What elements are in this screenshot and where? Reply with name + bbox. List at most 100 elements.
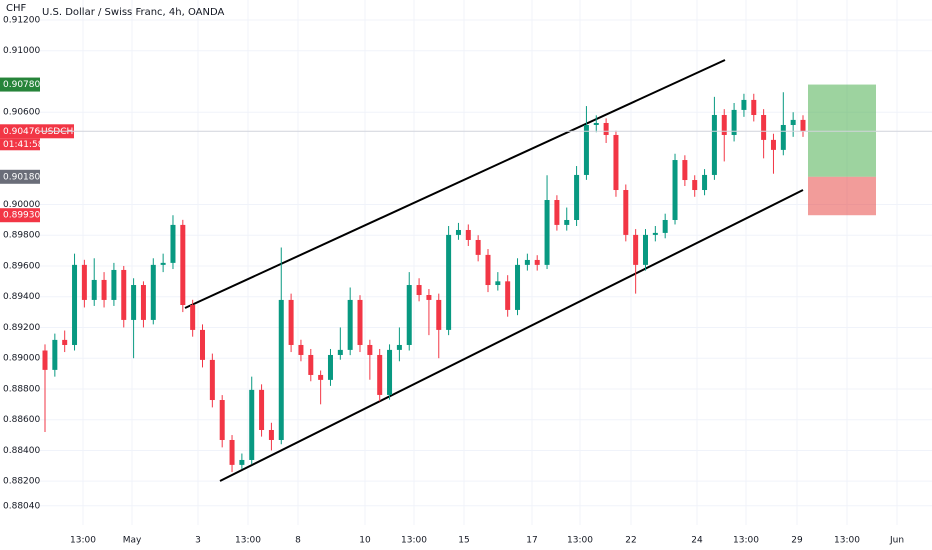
candle-body: [544, 200, 550, 265]
candle-body: [524, 259, 530, 265]
candle-body: [662, 219, 668, 233]
candles: [42, 92, 806, 472]
candle-body: [741, 99, 747, 110]
candle-body: [613, 134, 619, 191]
candle-body: [505, 281, 511, 310]
x-tick-label: 24: [691, 536, 703, 546]
candle-body: [229, 439, 235, 465]
countdown-label: 01:41:58: [3, 140, 44, 150]
candle-body: [574, 174, 580, 220]
drawings: [184, 59, 804, 482]
current-price-badge: [0, 124, 74, 139]
candle-body: [259, 389, 265, 430]
candle-body: [751, 99, 757, 115]
candle-body: [308, 354, 314, 375]
channel-lower: [219, 189, 804, 482]
candle-body: [131, 285, 137, 320]
candle-body: [190, 305, 196, 330]
candle-body: [593, 122, 599, 125]
y-tick-label: 0.90600: [3, 108, 40, 118]
countdown-badge: [0, 138, 40, 151]
candle-body: [406, 285, 412, 345]
price-badge-label: 0.89930: [3, 211, 40, 221]
candle-body: [52, 339, 58, 370]
candle-body: [682, 160, 688, 181]
candle-body: [603, 122, 609, 135]
candle-body: [249, 389, 255, 460]
candle-body: [652, 232, 658, 235]
x-tick-label: Jun: [889, 536, 904, 546]
candle-body: [416, 285, 422, 296]
y-tick-label: 0.88400: [3, 446, 40, 456]
y-tick-label: 0.88600: [3, 415, 40, 425]
candle-body: [278, 299, 284, 440]
y-tick-label: 0.88200: [3, 477, 40, 487]
candle-body: [209, 359, 215, 401]
candle-body: [200, 329, 206, 360]
candle-body: [761, 114, 767, 140]
candle-body: [800, 119, 806, 132]
y-tick-label: 0.89400: [3, 292, 40, 302]
candle-body: [436, 299, 442, 330]
candle-body: [515, 264, 521, 310]
candle-body: [160, 262, 166, 265]
channel-upper: [184, 59, 726, 309]
x-tick-label: 3: [195, 536, 201, 546]
candle-body: [318, 374, 324, 380]
price-badge: [0, 169, 40, 184]
candle-body: [91, 279, 97, 300]
candle-body: [72, 264, 78, 345]
candle-body: [731, 109, 737, 135]
candle-body: [140, 285, 146, 320]
candle-body: [288, 299, 294, 345]
candle-body: [170, 224, 176, 263]
take-profit-zone: [808, 84, 876, 177]
candle-body: [623, 190, 629, 235]
candle-body: [495, 281, 501, 286]
grid: [40, 0, 932, 525]
x-tick-label: 22: [625, 536, 636, 546]
chart-title: U.S. Dollar / Swiss Franc, 4h, OANDA: [42, 7, 225, 18]
x-tick-label: 13:00: [401, 536, 427, 546]
candle-body: [121, 269, 127, 320]
candle-body: [770, 139, 776, 150]
candle-body: [62, 339, 68, 345]
x-tick-label: 13:00: [235, 536, 261, 546]
candle-body: [721, 114, 727, 135]
x-tick-label: 15: [458, 536, 469, 546]
candle-body: [790, 119, 796, 125]
candle-body: [455, 229, 461, 235]
candle-body: [81, 264, 87, 300]
y-tick-label: 0.89800: [3, 231, 40, 241]
price-badge: [0, 208, 40, 223]
candle-body: [554, 200, 560, 225]
x-tick-label: 13:00: [834, 536, 860, 546]
candle-body: [42, 350, 48, 370]
candle-body: [347, 299, 353, 350]
candle-body: [475, 239, 481, 255]
x-tick-label: May: [123, 536, 142, 546]
x-tick-label: 13:00: [70, 536, 96, 546]
candle-body: [711, 114, 717, 175]
x-tick-label: 13:00: [567, 536, 593, 546]
current-price-label: 0.90476: [3, 127, 40, 137]
y-tick-label: 0.91000: [3, 46, 40, 56]
candle-body: [111, 269, 117, 300]
candle-body: [446, 234, 452, 330]
candle-body: [642, 234, 648, 265]
y-tick-label: 0.91200: [3, 15, 40, 25]
x-tick-label: 13:00: [733, 536, 759, 546]
candle-body: [337, 349, 343, 355]
price-badge: [0, 77, 40, 92]
y-tick-label: 0.88800: [3, 384, 40, 394]
y-tick-label: 0.89200: [3, 323, 40, 333]
candle-body: [367, 344, 373, 355]
candle-body: [101, 279, 107, 300]
y-tick-label: 0.88040: [3, 501, 40, 511]
candle-body: [180, 224, 186, 306]
y-tick-label: 0.90000: [3, 200, 40, 210]
candle-body: [583, 124, 589, 175]
x-tick-label: 10: [359, 536, 371, 546]
candle-body: [268, 429, 274, 440]
